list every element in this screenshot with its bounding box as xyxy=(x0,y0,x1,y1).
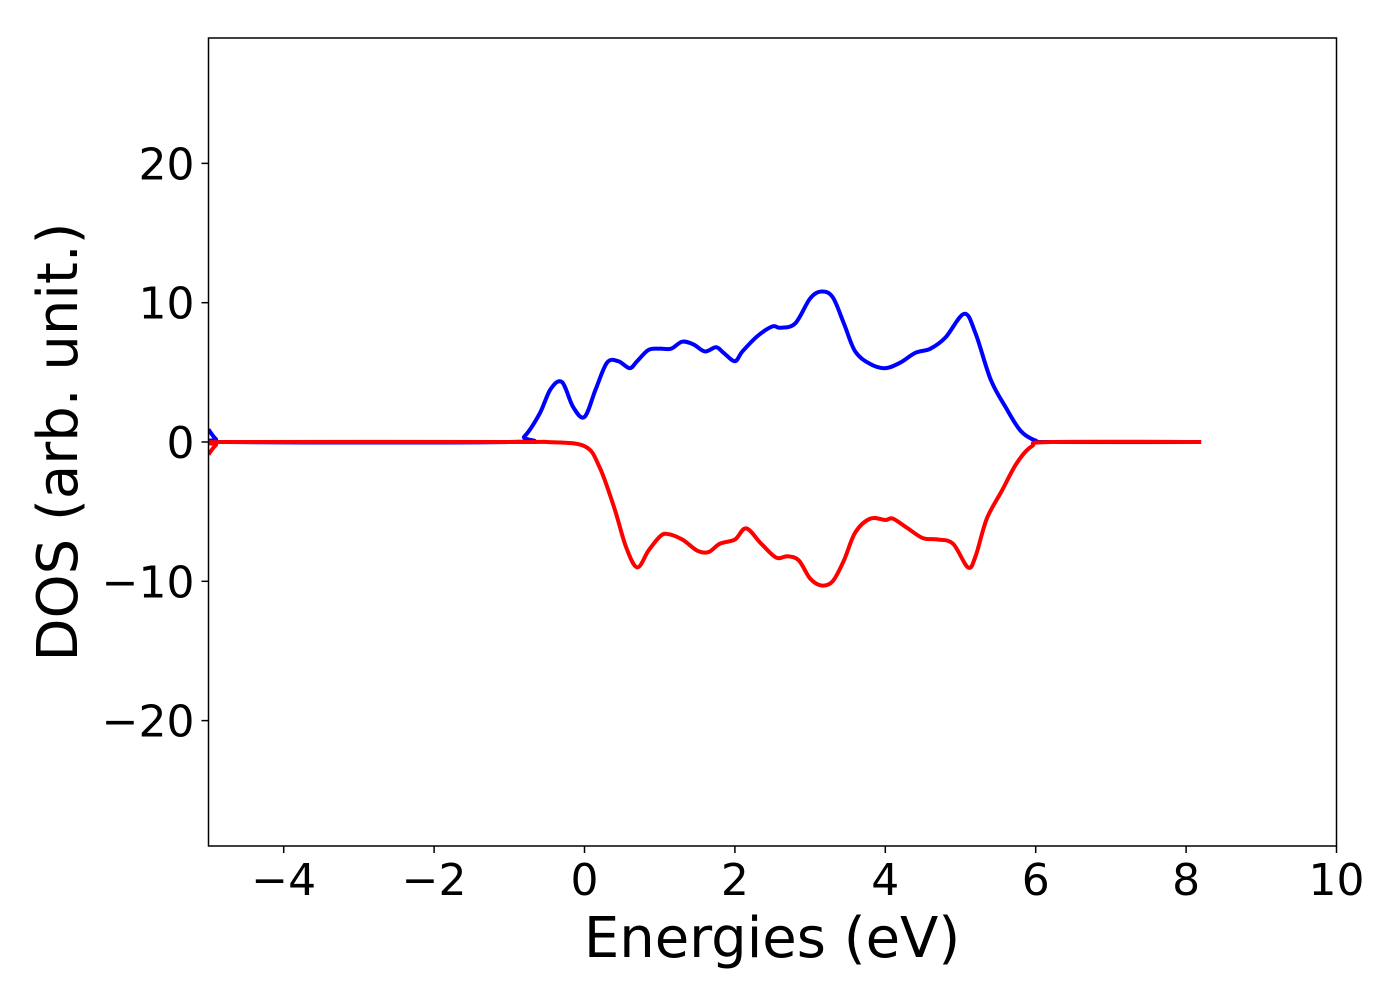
y-axis-ticks: 20 10 0 −10 −20 xyxy=(102,139,209,748)
y-tick-label: 20 xyxy=(139,139,195,190)
x-tick-label: −4 xyxy=(251,855,316,906)
y-tick-label: −10 xyxy=(102,557,195,608)
x-axis-ticks: −4 −2 0 2 4 6 8 10 xyxy=(251,846,1365,906)
x-tick-label: 8 xyxy=(1172,855,1200,906)
series-layer xyxy=(208,289,1202,588)
x-tick-label: 10 xyxy=(1309,855,1365,906)
x-tick-label: 2 xyxy=(721,855,749,906)
x-tick-label: 6 xyxy=(1022,855,1050,906)
x-tick-label: 0 xyxy=(571,855,599,906)
y-tick-label: 10 xyxy=(139,279,195,330)
x-tick-label: −2 xyxy=(402,855,467,906)
x-axis-label: Energies (eV) xyxy=(584,906,960,971)
y-axis-label: DOS (arb. unit.) xyxy=(26,222,91,661)
y-tick-label: 0 xyxy=(167,418,195,469)
y-tick-label: −20 xyxy=(102,697,195,748)
spin-up-dos-line xyxy=(208,289,1202,445)
x-tick-label: 4 xyxy=(871,855,899,906)
spin-down-dos-line xyxy=(208,439,1202,588)
